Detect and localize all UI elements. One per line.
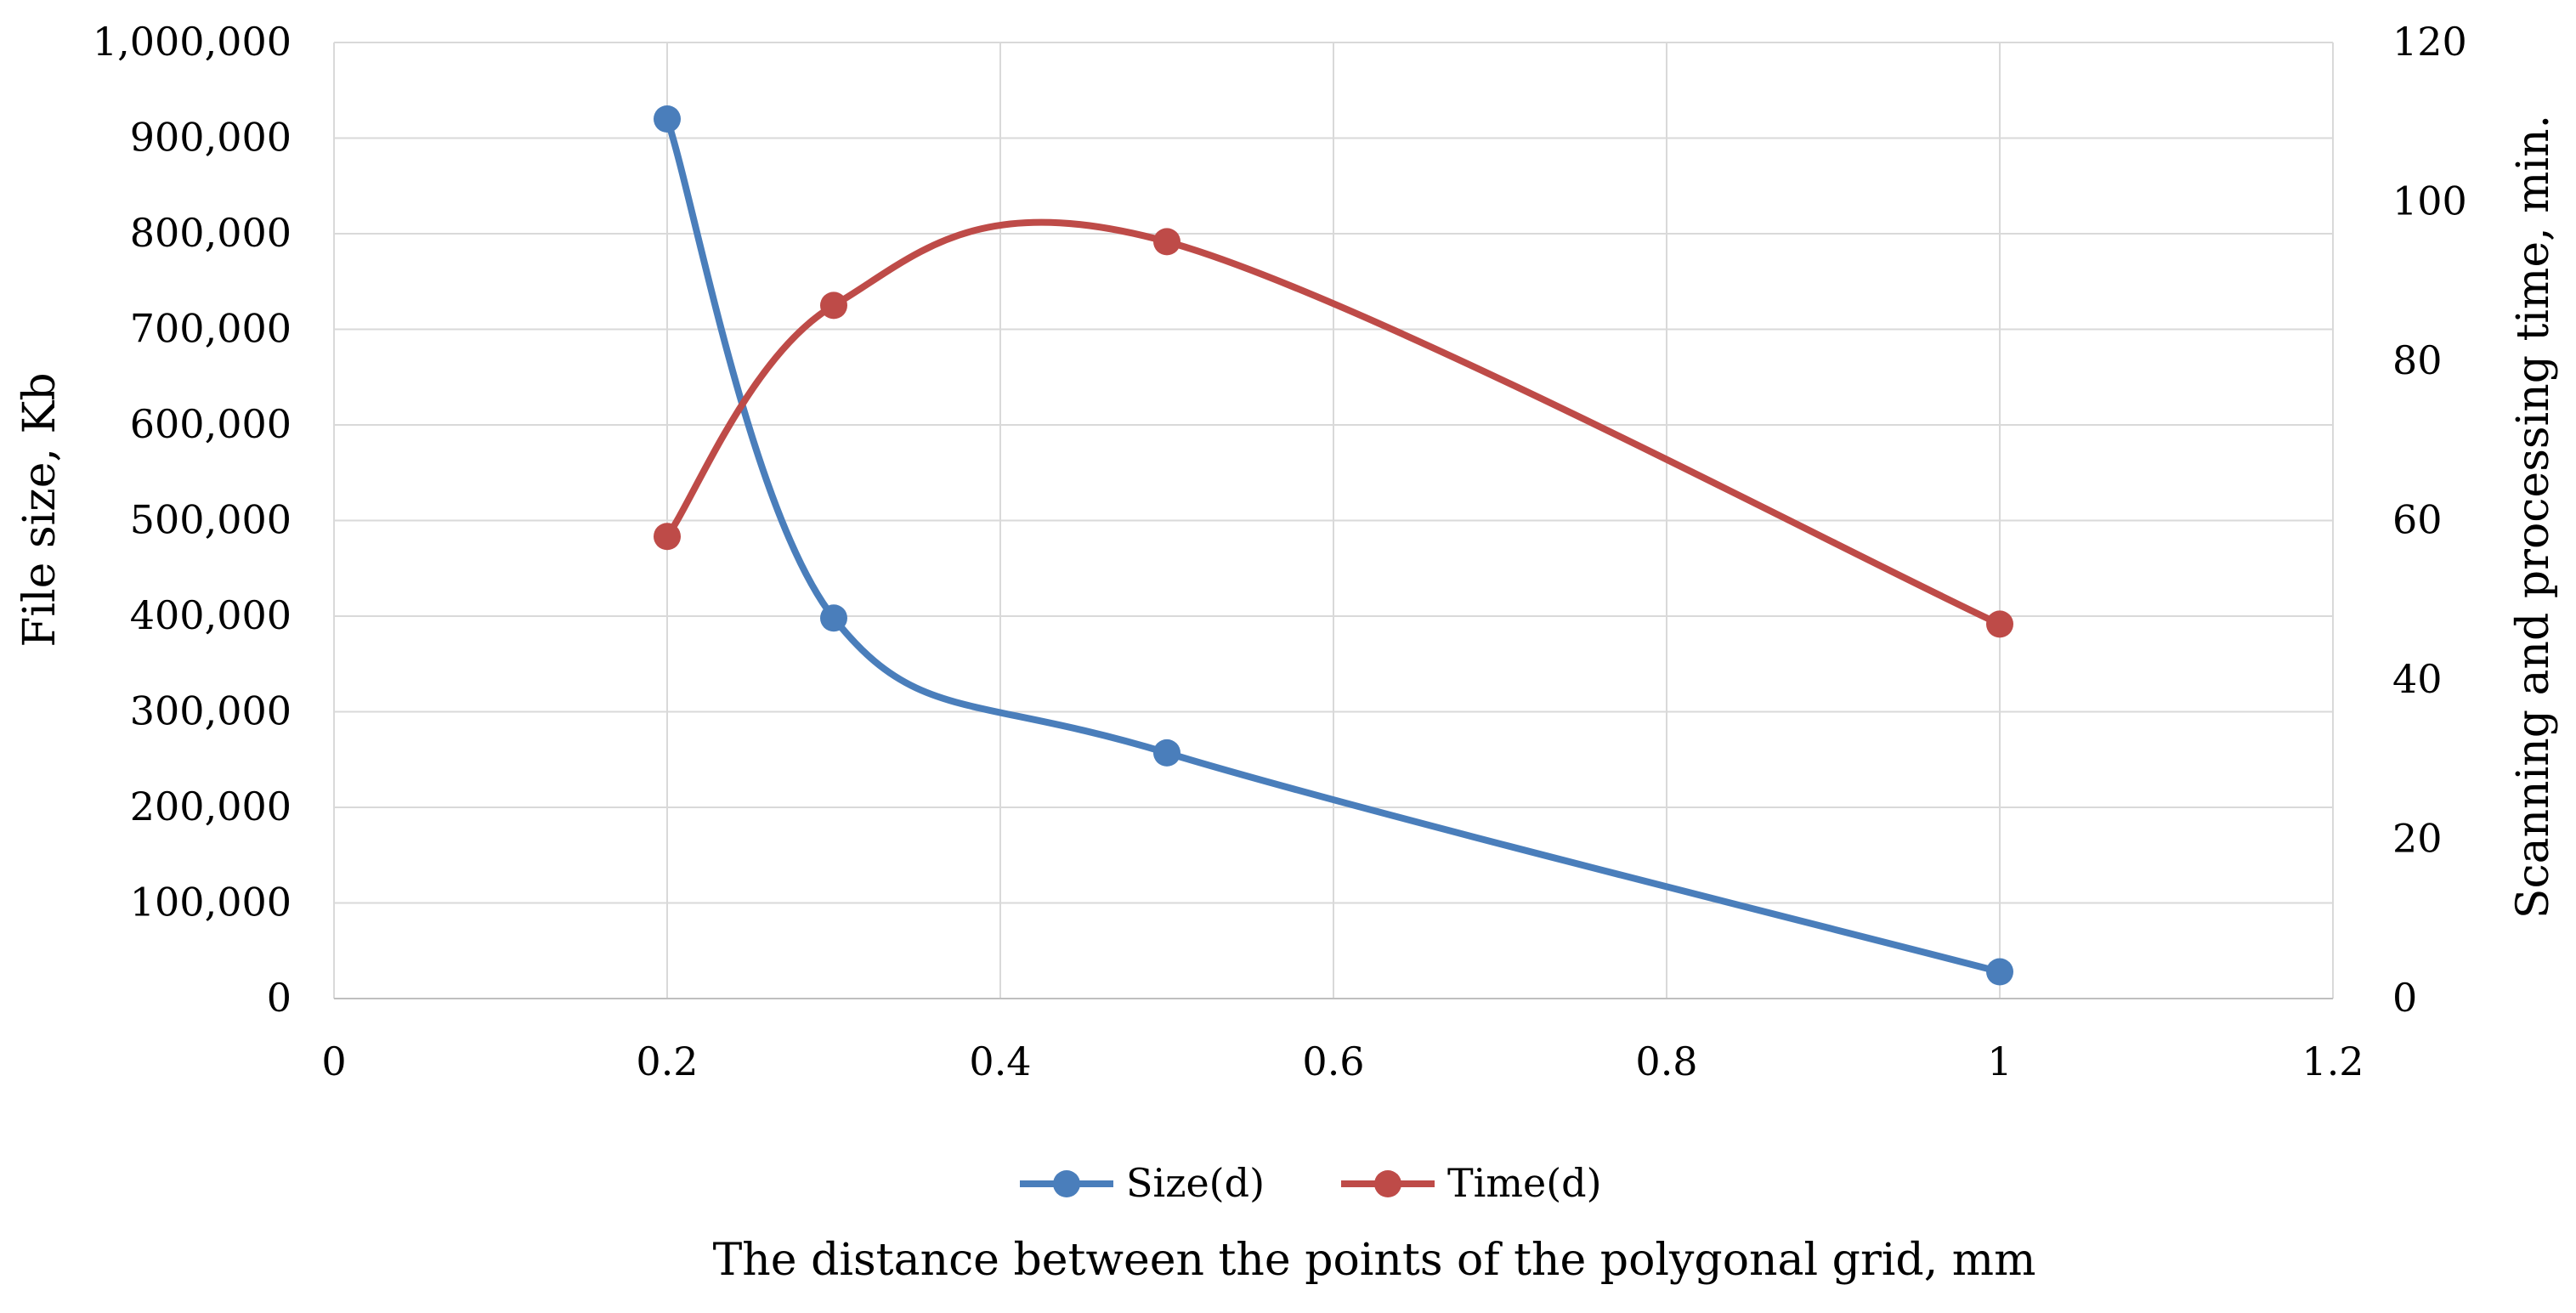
y2-tick-label: 80 <box>2392 337 2443 383</box>
legend-marker <box>1374 1170 1401 1197</box>
y2-tick-label: 40 <box>2392 656 2443 702</box>
y2-tick-label: 60 <box>2392 497 2443 543</box>
x-tick-label: 0.4 <box>969 1039 1031 1084</box>
x-tick-label: 0 <box>321 1039 346 1084</box>
data-point <box>820 604 847 632</box>
x-axis-title: The distance between the points of the p… <box>713 1235 2036 1286</box>
legend-label: Size(d) <box>1126 1160 1265 1206</box>
y-tick-label: 1,000,000 <box>93 19 292 65</box>
y-tick-label: 400,000 <box>130 592 292 638</box>
y2-tick-label: 20 <box>2392 816 2443 862</box>
y-tick-label: 100,000 <box>130 880 292 925</box>
data-point <box>1153 228 1180 256</box>
y-tick-label: 800,000 <box>130 210 292 256</box>
x-tick-label: 1.2 <box>2301 1039 2364 1084</box>
y-tick-label: 300,000 <box>130 688 292 734</box>
series-line-0 <box>664 116 2003 976</box>
y-tick-label: 700,000 <box>130 306 292 352</box>
series-lines <box>664 116 2003 976</box>
y-tick-label: 0 <box>267 975 292 1021</box>
y2-tick-label: 0 <box>2392 975 2417 1021</box>
data-point <box>654 523 681 551</box>
data-point <box>654 105 681 133</box>
data-point <box>1986 958 2013 986</box>
y-axis-title: File size, Kb <box>14 372 65 647</box>
data-point <box>820 291 847 320</box>
y-tick-label: 500,000 <box>130 497 292 543</box>
y-tick-label: 900,000 <box>130 115 292 161</box>
data-point <box>1986 610 2013 638</box>
y2-tick-label: 100 <box>2392 178 2467 224</box>
x-tick-label: 1 <box>1987 1039 2012 1084</box>
tick-labels: 0 100,000 200,000 300,000 400,000 500,000 600,… <box>93 19 2467 1084</box>
series-markers <box>654 105 2013 986</box>
y2-tick-label: 120 <box>2392 19 2467 65</box>
gridlines <box>333 42 2334 999</box>
legend: Size(d) Time(d) <box>1020 1160 1602 1206</box>
y-tick-label: 600,000 <box>130 401 292 447</box>
data-point <box>1153 739 1180 767</box>
legend-marker <box>1053 1170 1080 1197</box>
x-tick-label: 0.8 <box>1635 1039 1697 1084</box>
x-tick-label: 0.2 <box>636 1039 698 1084</box>
series-line-1 <box>664 218 2003 628</box>
y-tick-label: 200,000 <box>130 784 292 829</box>
x-tick-label: 0.6 <box>1302 1039 1364 1084</box>
y2-axis-title: Scanning and processing time, min. <box>2508 115 2559 919</box>
legend-label: Time(d) <box>1447 1160 1602 1206</box>
